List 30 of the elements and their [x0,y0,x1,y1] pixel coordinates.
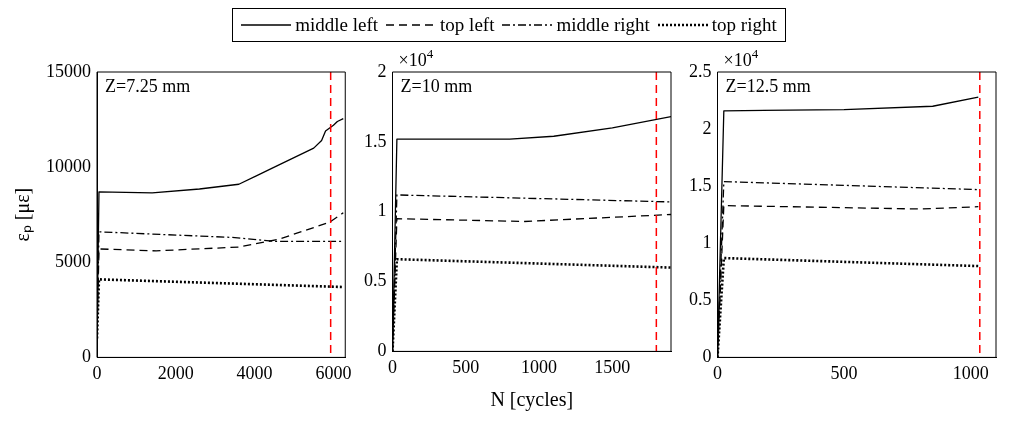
x-tick-label: 2000 [157,362,194,383]
y-tick-label: 2 [377,60,387,81]
x-tick-label: 500 [452,356,480,377]
y-tick-label: 2 [702,117,712,138]
x-axis-title: N [cycles] [490,388,574,412]
y-tick-label: 1 [377,200,387,221]
annotation: Z=12.5 mm [725,76,811,96]
y-tick-label: 2.5 [689,60,712,81]
legend-label: top right [711,14,777,36]
x-tick-label: 1000 [521,356,558,377]
legend-label: middle right [556,14,650,36]
y-tick-label: 15000 [46,60,91,81]
legend-label: middle left [295,14,379,36]
x-tick-label: 6000 [315,362,352,383]
x-tick-label: 500 [830,362,858,383]
y-tick-label: 5000 [55,251,91,271]
x-tick-label: 4000 [236,362,273,383]
x-tick-label: 1000 [952,362,989,383]
y-tick-label: 0.5 [364,270,387,291]
y-tick-label: 0 [377,340,387,361]
legend-label: top left [440,14,495,36]
y-tick-label: 1.5 [364,130,387,151]
annotation: Z=7.25 mm [105,76,191,96]
y-tick-label: 1.5 [689,174,712,195]
y-tick-label: 1 [702,231,712,252]
y-axis-title: εₚ [με] [11,187,35,242]
y-tick-label: 10000 [46,155,91,176]
y-tick-label: 0.5 [689,289,712,310]
annotation: Z=10 mm [400,76,473,96]
x-tick-label: 1500 [594,356,631,377]
